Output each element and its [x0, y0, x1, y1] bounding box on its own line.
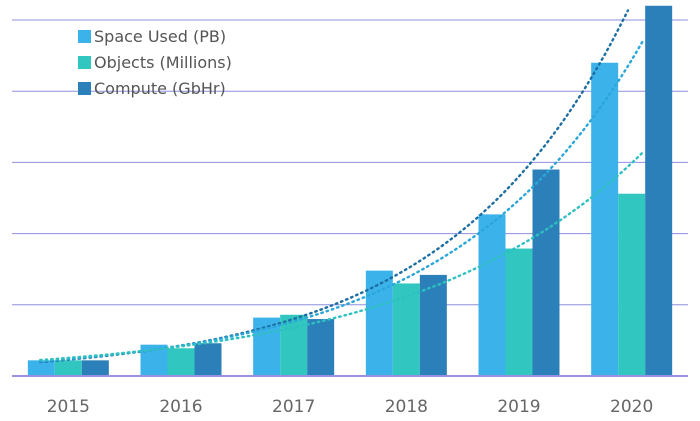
bar-2-2018: [392, 283, 420, 376]
x-tick-label: 2015: [47, 397, 90, 417]
x-tick-label: 2019: [497, 397, 540, 417]
legend-label: Compute (GbHr): [94, 79, 226, 98]
bar-2-2016: [167, 348, 195, 376]
bar-3-2015: [81, 360, 109, 376]
bar-2-2019: [505, 248, 533, 376]
legend: Space Used (PB) Objects (Millions) Compute…: [78, 27, 232, 98]
x-tick-label: 2018: [385, 397, 428, 417]
bar-3-2017: [307, 319, 335, 376]
x-tick-label: 2017: [272, 397, 315, 417]
legend-label: Space Used (PB): [94, 27, 226, 46]
legend-swatch: [78, 30, 91, 43]
bar-3-2020: [645, 5, 673, 376]
x-axis: 2015 2016 2017 2018 2019 2020: [12, 375, 688, 417]
grid-lines: [12, 19, 688, 306]
bar-1-2020: [591, 62, 619, 376]
bar-3-2019: [532, 169, 560, 376]
bar-3-2018: [419, 274, 447, 376]
legend-label: Objects (Millions): [94, 53, 232, 72]
trendlines: [39, 9, 645, 364]
legend-swatch: [78, 56, 91, 69]
x-tick-label: 2020: [610, 397, 653, 417]
legend-swatch: [78, 82, 91, 95]
bar-1-2015: [27, 360, 55, 376]
bar-3-2016: [194, 343, 222, 376]
x-tick-label: 2016: [159, 397, 202, 417]
bars: [27, 5, 673, 376]
bar-2-2020: [618, 193, 646, 376]
bar-2-2015: [54, 360, 82, 376]
trendline-3: [39, 151, 645, 362]
bar-1-2019: [478, 214, 506, 376]
